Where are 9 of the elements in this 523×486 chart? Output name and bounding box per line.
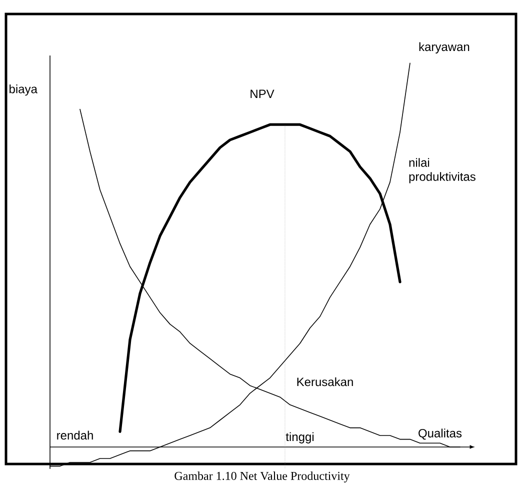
annotation: tinggi bbox=[286, 432, 314, 444]
series-label: karyawan bbox=[419, 42, 470, 54]
y-axis-title: biaya bbox=[10, 84, 38, 96]
annotation: rendah bbox=[57, 430, 93, 440]
series-label: Kerusakan bbox=[297, 377, 353, 386]
x-axis-title: Qualitas bbox=[418, 428, 462, 440]
annotation: nilai produktivitas bbox=[409, 158, 476, 184]
text: NPV bbox=[250, 90, 274, 98]
text: Gambar 1.10 Net Value Productivity bbox=[174, 472, 350, 482]
